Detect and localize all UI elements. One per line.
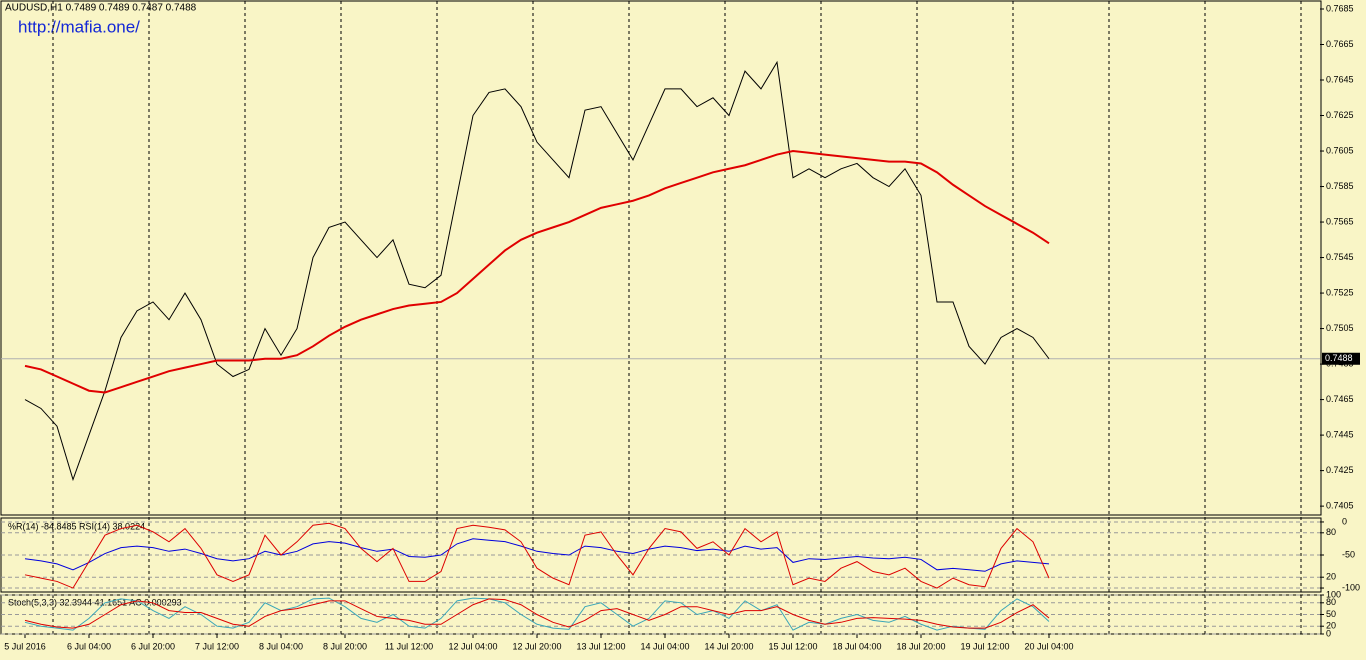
series-line xyxy=(24,538,1050,572)
y2-tick-label: 0 xyxy=(1342,516,1347,526)
y-tick-label: 0.7605 xyxy=(1326,145,1354,155)
y-tick-label: 0.7665 xyxy=(1326,39,1354,49)
series-line xyxy=(24,60,1050,482)
y-tick-label: 0.7585 xyxy=(1326,181,1354,191)
symbol-title: AUDUSD,H1 0.7489 0.7489 0.7487 0.7488 xyxy=(5,3,197,14)
last-price-label: 0.7488 xyxy=(1325,353,1353,363)
x-tick-label: 12 Jul 04:00 xyxy=(448,641,497,651)
series-line xyxy=(24,598,1050,629)
y-tick-label: 0.7625 xyxy=(1326,110,1354,120)
y-tick-label: 80 xyxy=(1326,597,1336,607)
x-tick-label: 19 Jul 12:00 xyxy=(960,641,1009,651)
y-tick-label: 0.7545 xyxy=(1326,252,1354,262)
watermark-link: http://mafia.one/ xyxy=(18,17,140,36)
y-tick-label: 20 xyxy=(1326,572,1336,582)
series-line xyxy=(24,522,1050,589)
x-tick-label: 20 Jul 04:00 xyxy=(1024,641,1073,651)
y-tick-label: 0.7505 xyxy=(1326,323,1354,333)
y-tick-label: 50 xyxy=(1326,609,1336,619)
x-tick-label: 18 Jul 20:00 xyxy=(896,641,945,651)
y-tick-label: 0.7465 xyxy=(1326,394,1354,404)
y-tick-label: 0.7565 xyxy=(1326,216,1354,226)
y-tick-label: 0.7425 xyxy=(1326,465,1354,475)
y-tick-label: 0.7645 xyxy=(1326,74,1354,84)
x-tick-label: 8 Jul 04:00 xyxy=(259,641,303,651)
x-tick-label: 6 Jul 04:00 xyxy=(67,641,111,651)
series-line xyxy=(24,150,1050,394)
y-tick-label: 0.7685 xyxy=(1326,3,1354,13)
x-tick-label: 13 Jul 12:00 xyxy=(576,641,625,651)
y-tick-label: 0.7405 xyxy=(1326,500,1354,510)
panel-title: %R(14) -84.8485 RSI(14) 38.0224 xyxy=(8,521,145,531)
y-tick-label: 20 xyxy=(1326,621,1336,631)
x-tick-label: 14 Jul 04:00 xyxy=(640,641,689,651)
x-tick-label: 12 Jul 20:00 xyxy=(512,641,561,651)
y-tick-label: 80 xyxy=(1326,527,1336,537)
last-price-box xyxy=(1322,352,1360,365)
x-tick-label: 15 Jul 12:00 xyxy=(768,641,817,651)
x-tick-label: 5 Jul 2016 xyxy=(4,641,46,651)
y2-tick-label: -100 xyxy=(1342,582,1360,592)
y-tick-label: 0.7525 xyxy=(1326,287,1354,297)
x-tick-label: 8 Jul 20:00 xyxy=(323,641,367,651)
y-tick-label: 100 xyxy=(1326,589,1341,599)
x-tick-label: 11 Jul 12:00 xyxy=(385,641,433,651)
x-tick-label: 14 Jul 20:00 xyxy=(704,641,753,651)
y2-tick-label: -50 xyxy=(1342,549,1355,559)
y-tick-label: 0.7445 xyxy=(1326,429,1354,439)
x-tick-label: 6 Jul 20:00 xyxy=(131,641,175,651)
series-line xyxy=(24,597,1050,631)
x-tick-label: 18 Jul 04:00 xyxy=(832,641,881,651)
y-tick-label: 0 xyxy=(1326,628,1331,638)
x-tick-label: 7 Jul 12:00 xyxy=(195,641,239,651)
